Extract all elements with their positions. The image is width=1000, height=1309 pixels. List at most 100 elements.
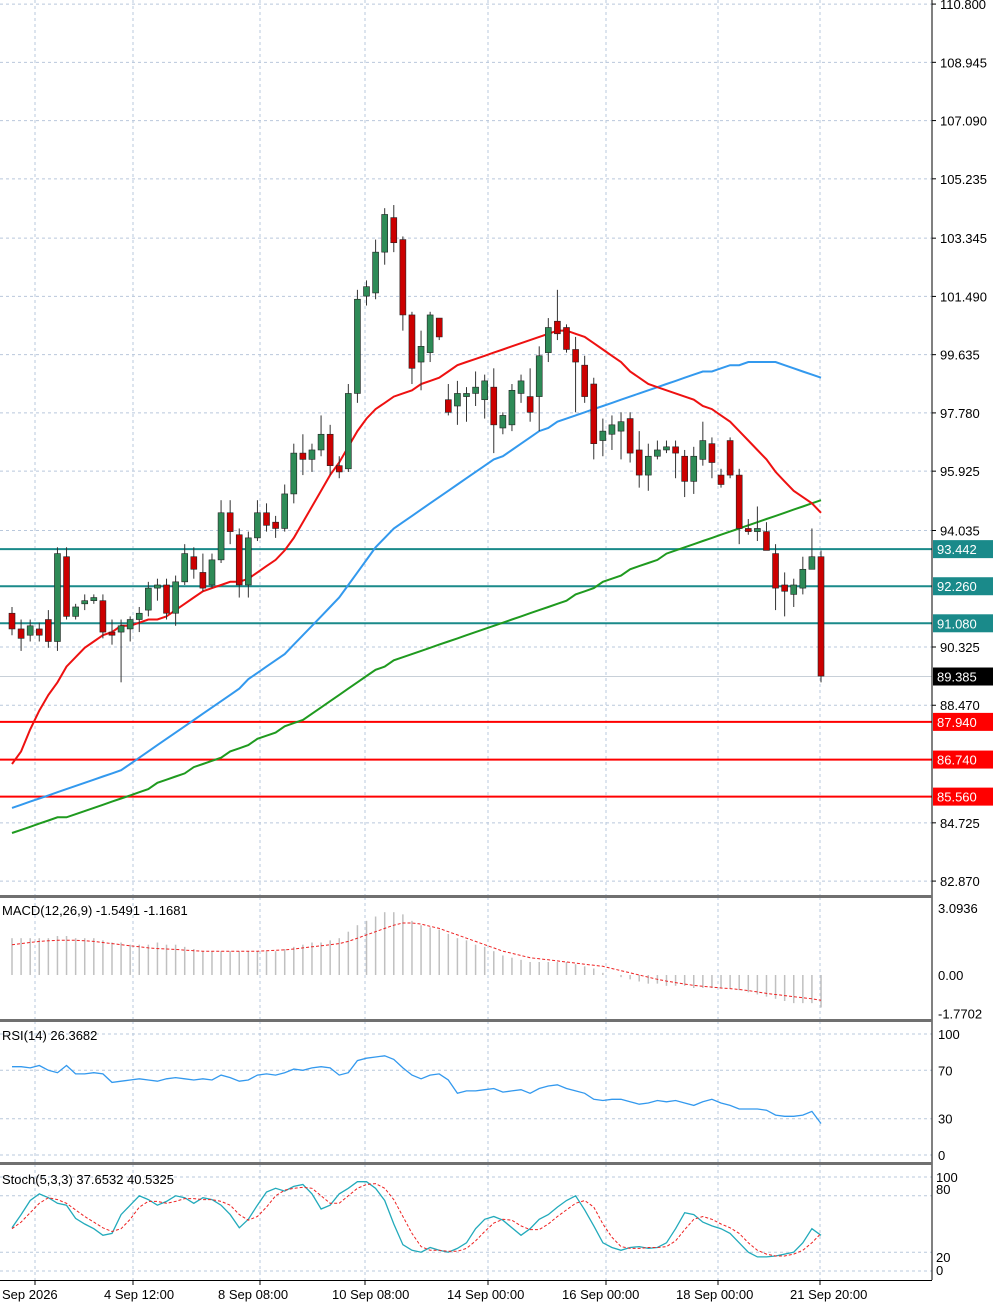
- bearish-candle: [635, 449, 643, 476]
- axis-labels-layer: 110.800 108.945 107.090 105.235 103.345 101.4…: [2, 0, 987, 1302]
- bearish-candle: [817, 556, 825, 677]
- moving-averages-layer: [11, 329, 822, 834]
- bullish-candle: [354, 298, 361, 394]
- current-price-label: 89.385: [937, 670, 977, 685]
- bearish-candle: [763, 531, 770, 551]
- price-tick-label: 97.780: [940, 406, 980, 421]
- rsi-tick-label: 0: [938, 1148, 945, 1163]
- bullish-candle: [290, 452, 298, 495]
- price-tick-label: 95.925: [940, 464, 980, 479]
- bearish-candle: [199, 572, 207, 589]
- rsi-tick-label: 100: [938, 1027, 960, 1042]
- stoch-k-line: [11, 1181, 822, 1258]
- sma-green-line: [11, 499, 822, 834]
- bullish-candle: [663, 446, 670, 451]
- price-tick-label: 88.470: [940, 698, 980, 713]
- bullish-candle: [317, 433, 325, 451]
- bearish-candle: [581, 364, 588, 397]
- price-tick-label: 99.635: [940, 348, 980, 363]
- bearish-candle: [445, 399, 452, 413]
- bearish-candle: [326, 433, 334, 466]
- rsi-title: RSI(14) 26.3682: [2, 1028, 97, 1043]
- bearish-candle: [490, 386, 498, 426]
- bullish-candle: [117, 625, 125, 633]
- panel-separator: [0, 1162, 932, 1165]
- bullish-candle: [617, 421, 625, 432]
- support-level-tag: [933, 712, 993, 731]
- bearish-candle: [772, 553, 779, 589]
- bullish-candle: [145, 587, 152, 611]
- bearish-candle: [399, 239, 407, 316]
- price-tick-label: 110.800: [940, 0, 986, 12]
- price-tick-label: 94.035: [940, 524, 980, 539]
- stoch-d-line: [11, 1183, 822, 1257]
- bearish-candle: [390, 217, 398, 244]
- price-tick-label: 90.325: [940, 640, 980, 655]
- bearish-candle: [681, 455, 688, 482]
- indicator-panels-layer: MACD(12,26,9) -1.5491 -1.1681 RSI(14) 26.…: [2, 903, 822, 1258]
- macd-title: MACD(12,26,9) -1.5491 -1.1681: [2, 903, 188, 918]
- bullish-candle: [72, 606, 79, 617]
- bullish-candle: [372, 251, 379, 294]
- bearish-candle: [526, 396, 534, 413]
- support-level-label: 87.940: [937, 715, 977, 730]
- support-level-label: 85.560: [937, 790, 977, 805]
- bullish-candle: [790, 584, 798, 595]
- time-tick-label: 21 Sep 20:00: [790, 1287, 867, 1302]
- time-tick-label: 10 Sep 08:00: [332, 1287, 409, 1302]
- bullish-candle: [172, 581, 179, 614]
- panel-separator: [0, 1019, 932, 1022]
- bullish-candle: [808, 556, 816, 570]
- current-price-tag: [933, 667, 993, 686]
- bearish-candle: [435, 317, 443, 338]
- bullish-candle: [535, 355, 543, 397]
- bullish-candle: [417, 346, 425, 363]
- bullish-candle: [308, 449, 316, 460]
- grid-layer: [0, 0, 932, 1280]
- bearish-candle: [335, 465, 343, 473]
- price-tick-label: 107.090: [940, 114, 987, 129]
- bullish-candle: [463, 393, 470, 397]
- stoch-tick-label: 20: [936, 1250, 950, 1265]
- bearish-candle: [299, 452, 307, 460]
- bullish-candle: [381, 214, 388, 253]
- bearish-candle: [563, 327, 570, 350]
- bearish-candle: [35, 628, 43, 636]
- resistance-level-label: 92.260: [937, 579, 977, 594]
- bearish-candle: [99, 600, 107, 633]
- macd-tick-label: 3.0936: [938, 901, 978, 916]
- price-tick-label: 105.235: [940, 172, 987, 187]
- stoch-tick-label: 80: [936, 1182, 950, 1197]
- bullish-candle: [54, 553, 61, 642]
- resistance-level-tag: [933, 577, 993, 596]
- sma-blue-line: [11, 361, 822, 809]
- bullish-candle: [154, 584, 161, 589]
- bearish-candle: [263, 512, 270, 526]
- bullish-candle: [208, 559, 216, 586]
- bullish-candle: [181, 553, 189, 583]
- panel-separator: [0, 895, 932, 898]
- bearish-candle: [726, 440, 734, 476]
- bullish-candle: [545, 327, 552, 353]
- bullish-candle: [90, 597, 98, 601]
- bullish-candle: [345, 393, 352, 470]
- bearish-candle: [8, 612, 16, 630]
- support-level-tag: [933, 787, 993, 806]
- bearish-candle: [63, 556, 70, 617]
- bullish-candle: [472, 386, 479, 394]
- stoch-tick-label: 0: [936, 1263, 943, 1278]
- bearish-candle: [590, 383, 598, 444]
- bearish-candle: [735, 474, 743, 529]
- price-tick-label: 103.345: [940, 231, 987, 246]
- resistance-level-label: 93.442: [937, 542, 977, 557]
- bearish-candle: [108, 631, 116, 636]
- bullish-candle: [654, 449, 661, 457]
- bullish-candle: [217, 512, 225, 561]
- bearish-candle: [708, 443, 716, 463]
- resistance-level-label: 91.080: [937, 616, 977, 631]
- stoch-title: Stoch(5,3,3) 37.6532 40.5325: [2, 1172, 174, 1187]
- bearish-candle: [226, 512, 234, 532]
- bullish-candle: [245, 537, 252, 586]
